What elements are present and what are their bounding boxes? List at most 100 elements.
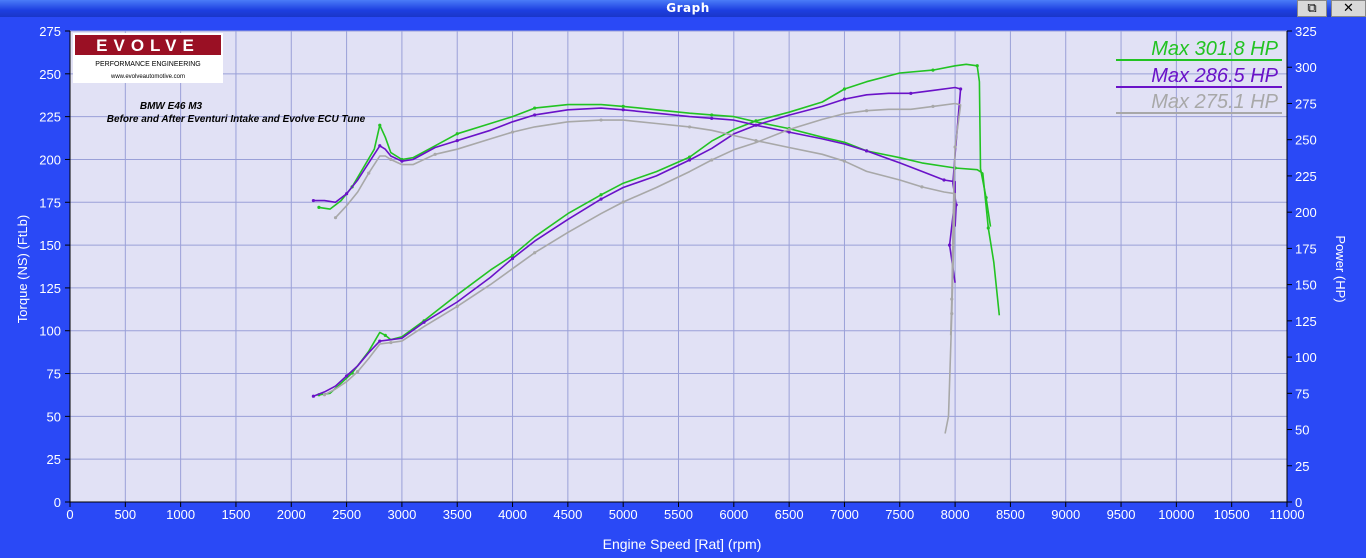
series-line-1	[318, 63, 992, 396]
data-point	[909, 91, 913, 95]
data-point	[710, 116, 714, 120]
y-tick-label: 150	[39, 238, 61, 253]
x-axis-ticks: 0 500 1000 1500 2000 2500 3000 3500 4000 4500 5000…	[66, 502, 1305, 522]
data-point	[621, 108, 625, 112]
data-point	[433, 152, 437, 156]
x-tick-label: 2500	[332, 507, 361, 522]
data-point	[333, 216, 338, 220]
data-point	[864, 149, 869, 153]
data-point	[687, 158, 692, 162]
x-tick-label: 7500	[885, 507, 914, 522]
data-point	[931, 68, 935, 72]
x-tick-label: 10000	[1158, 507, 1194, 522]
data-point	[378, 339, 382, 343]
legend-entry-green: Max 301.8 HP	[1151, 38, 1278, 60]
series-layer	[311, 63, 1001, 434]
data-point	[510, 256, 515, 261]
y2-tick-label: 50	[1295, 423, 1309, 438]
x-tick-label: 3000	[387, 507, 416, 522]
data-point	[533, 251, 537, 255]
y-tick-label: 175	[39, 195, 61, 210]
data-point	[455, 304, 459, 308]
y-axis-label: Torque (NS) (FtLb)	[15, 215, 30, 323]
y2-tick-label: 225	[1295, 169, 1317, 184]
y2-axis-label: Power (HP)	[1333, 235, 1348, 302]
y-tick-label: 50	[47, 409, 61, 424]
x-tick-label: 7000	[830, 507, 859, 522]
y-tick-label: 0	[54, 495, 61, 510]
x-tick-label: 10500	[1214, 507, 1250, 522]
grid-lines	[69, 30, 1288, 503]
chart-subtitle: Before and After Eventuri Intake and Evo…	[107, 114, 366, 125]
data-point	[621, 200, 625, 204]
x-tick-label: 5500	[664, 507, 693, 522]
x-tick-label: 5000	[609, 507, 638, 522]
y2-tick-label: 75	[1295, 386, 1309, 401]
data-point	[422, 320, 426, 324]
y-tick-label: 25	[47, 452, 61, 467]
x-tick-label: 3500	[443, 507, 472, 522]
x-tick-label: 500	[114, 507, 136, 522]
data-point	[984, 196, 988, 200]
data-point	[787, 130, 791, 134]
chart-title: BMW E46 M3	[140, 101, 203, 112]
data-point	[754, 123, 758, 127]
data-point	[599, 197, 603, 201]
x-tick-label: 0	[66, 507, 73, 522]
y2-tick-label: 325	[1295, 24, 1317, 39]
x-axis-label: Engine Speed [Rat] (rpm)	[603, 536, 762, 552]
restore-button[interactable]: ⧉	[1297, 0, 1327, 17]
x-tick-label: 11000	[1269, 507, 1304, 522]
x-tick-label: 1500	[221, 507, 250, 522]
data-point	[959, 87, 963, 91]
logo-brand: EVOLVE	[96, 36, 200, 55]
data-point	[344, 192, 349, 196]
data-point	[975, 64, 979, 68]
data-point	[947, 243, 952, 247]
close-button[interactable]: ✕	[1331, 0, 1366, 17]
y-tick-label: 200	[39, 152, 61, 167]
title-bar[interactable]: Graph ⧉ ✕	[0, 0, 1366, 17]
data-point	[950, 297, 954, 301]
y-tick-label: 225	[39, 110, 61, 125]
logo-banner	[75, 35, 221, 55]
y-tick-label: 100	[39, 324, 61, 339]
data-point	[710, 113, 714, 117]
data-point	[599, 118, 603, 122]
x-tick-label: 8500	[996, 507, 1025, 522]
y-tick-label: 75	[47, 367, 61, 382]
y2-tick-label: 125	[1295, 314, 1317, 329]
data-point	[455, 132, 459, 136]
y2-tick-label: 275	[1295, 96, 1317, 111]
data-point	[400, 159, 404, 163]
x-tick-label: 6500	[775, 507, 804, 522]
data-point	[920, 185, 924, 189]
data-point	[599, 193, 603, 197]
y2-tick-label: 150	[1295, 278, 1317, 293]
y-tick-label: 250	[39, 67, 61, 82]
series-line-0	[318, 103, 1001, 316]
x-tick-label: 4000	[498, 507, 527, 522]
y2-tick-label: 0	[1295, 495, 1302, 510]
data-point	[311, 394, 315, 398]
series-line-4	[334, 119, 956, 434]
x-tick-label: 2000	[277, 507, 306, 522]
series-line-3	[313, 86, 962, 397]
dyno-chart: 0 500 1000 1500 2000 2500 3000 3500 4000 4500 5000…	[15, 24, 1348, 552]
data-point	[842, 97, 847, 101]
y-axis-ticks: 0 25 50 75 100 125 150 175 200 225 250 275	[39, 24, 70, 510]
data-point	[787, 127, 791, 132]
data-point	[317, 205, 321, 210]
data-point	[389, 340, 393, 345]
data-point	[953, 145, 957, 149]
data-point	[942, 178, 946, 182]
data-point	[383, 333, 387, 337]
legend-entry-grey: Max 275.1 HP	[1151, 91, 1278, 113]
x-tick-label: 4500	[553, 507, 582, 522]
data-point	[389, 157, 393, 162]
data-point	[710, 158, 714, 162]
x-tick-label: 9500	[1107, 507, 1136, 522]
y-tick-label: 275	[39, 24, 61, 39]
logo-subtitle: PERFORMANCE ENGINEERING	[95, 61, 200, 68]
